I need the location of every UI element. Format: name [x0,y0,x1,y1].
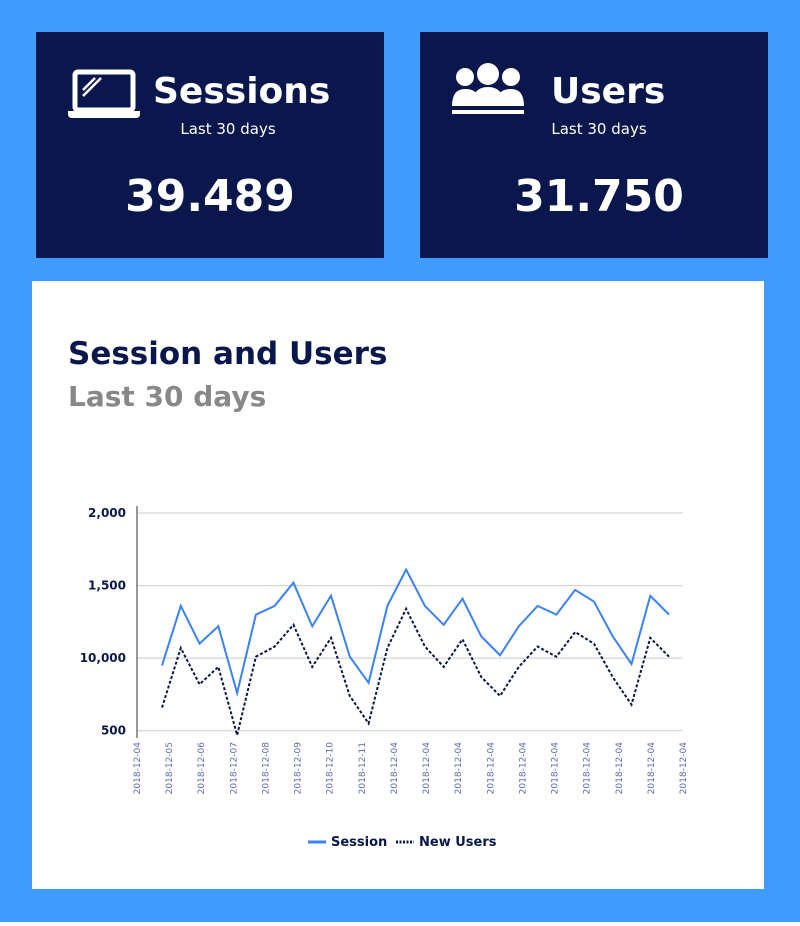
card-value: 39.489 [125,171,295,222]
y-tick-label: 10,000 [80,651,126,665]
card-title: Sessions [153,71,330,112]
x-tick-label: 2018-12-04 [390,742,400,795]
card-subtitle: Last 30 days [551,120,646,138]
plot: 500 10,000 1,500 2,000 2018-12-04 2018-12-05 2… [80,506,689,850]
legend-label: New Users [419,835,497,850]
card-title: Users [551,71,665,112]
series-line [161,567,670,697]
card-subtitle: Last 30 days [180,120,275,138]
chart-title: Session and Users [68,336,387,372]
y-tick-label: 500 [101,724,126,738]
card [420,32,768,258]
y-tick-label: 2,000 [88,506,126,520]
chart-subtitle: Last 30 days [68,380,266,413]
users-icon [452,63,524,114]
card [36,32,384,258]
x-tick-label: 2018-12-08 [261,742,271,795]
x-tick-label: 2018-12-04 [133,742,143,795]
x-tick-label: 2018-12-04 [422,742,432,795]
y-tick-label: 1,500 [88,579,126,593]
series-line [161,606,670,736]
x-tick-label: 2018-12-04 [583,742,593,795]
x-tick-label: 2018-12-10 [326,742,336,795]
x-tick-label: 2018-12-04 [454,742,464,795]
x-tick-label: 2018-12-04 [551,742,561,795]
legend-label: Session [331,835,387,850]
laptop-icon [68,69,140,118]
x-tick-label: 2018-12-04 [615,742,625,795]
x-tick-label: 2018-12-04 [518,742,528,795]
x-tick-label: 2018-12-11 [358,742,368,794]
x-tick-label: 2018-12-07 [229,742,239,794]
x-tick-label: 2018-12-04 [647,742,657,795]
x-tick-label: 2018-12-04 [486,742,496,795]
x-tick-label: 2018-12-05 [165,742,175,794]
x-tick-label: 2018-12-09 [294,742,304,795]
x-tick-label: 2018-12-04 [679,742,689,795]
x-tick-label: 2018-12-06 [197,742,207,795]
card-value: 31.750 [514,171,684,222]
